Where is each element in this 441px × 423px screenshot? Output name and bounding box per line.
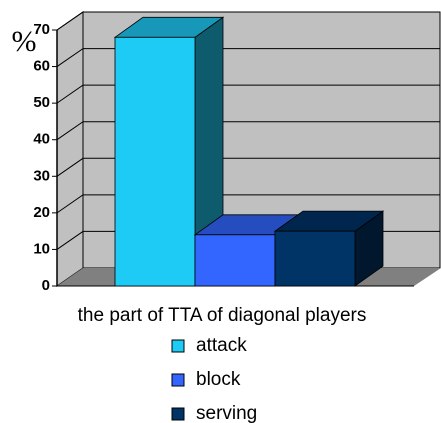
y-tick-label: 40 <box>33 131 50 148</box>
y-tick-label: 0 <box>42 277 50 294</box>
legend-label: block <box>196 369 241 390</box>
grid-line <box>56 11 440 31</box>
side-wall <box>56 11 84 287</box>
legend: attack block serving <box>171 335 257 423</box>
grid-line <box>56 194 440 214</box>
legend-label: attack <box>196 335 247 356</box>
legend-swatch <box>171 373 185 387</box>
bar <box>274 230 356 287</box>
legend-swatch <box>171 339 185 353</box>
y-tick-label: 10 <box>33 240 50 257</box>
bar <box>194 234 276 287</box>
grid-line <box>56 48 440 67</box>
legend-swatch <box>171 407 185 421</box>
grid-line <box>56 157 440 177</box>
x-tick-label: the part of TTA of diagonal players <box>78 305 367 326</box>
grid <box>56 11 440 250</box>
y-tick-label: 20 <box>33 204 50 221</box>
y-tick-label: 60 <box>33 58 50 75</box>
legend-label: serving <box>196 403 257 423</box>
bars <box>113 16 385 287</box>
y-tick-label: 30 <box>33 167 50 184</box>
y-tick-label: 50 <box>33 94 50 111</box>
bar <box>114 36 196 287</box>
y-tick-label: 70 <box>33 21 50 38</box>
grid-line <box>56 121 440 141</box>
grid-line <box>56 84 440 104</box>
y-axis-label: % <box>12 25 37 58</box>
